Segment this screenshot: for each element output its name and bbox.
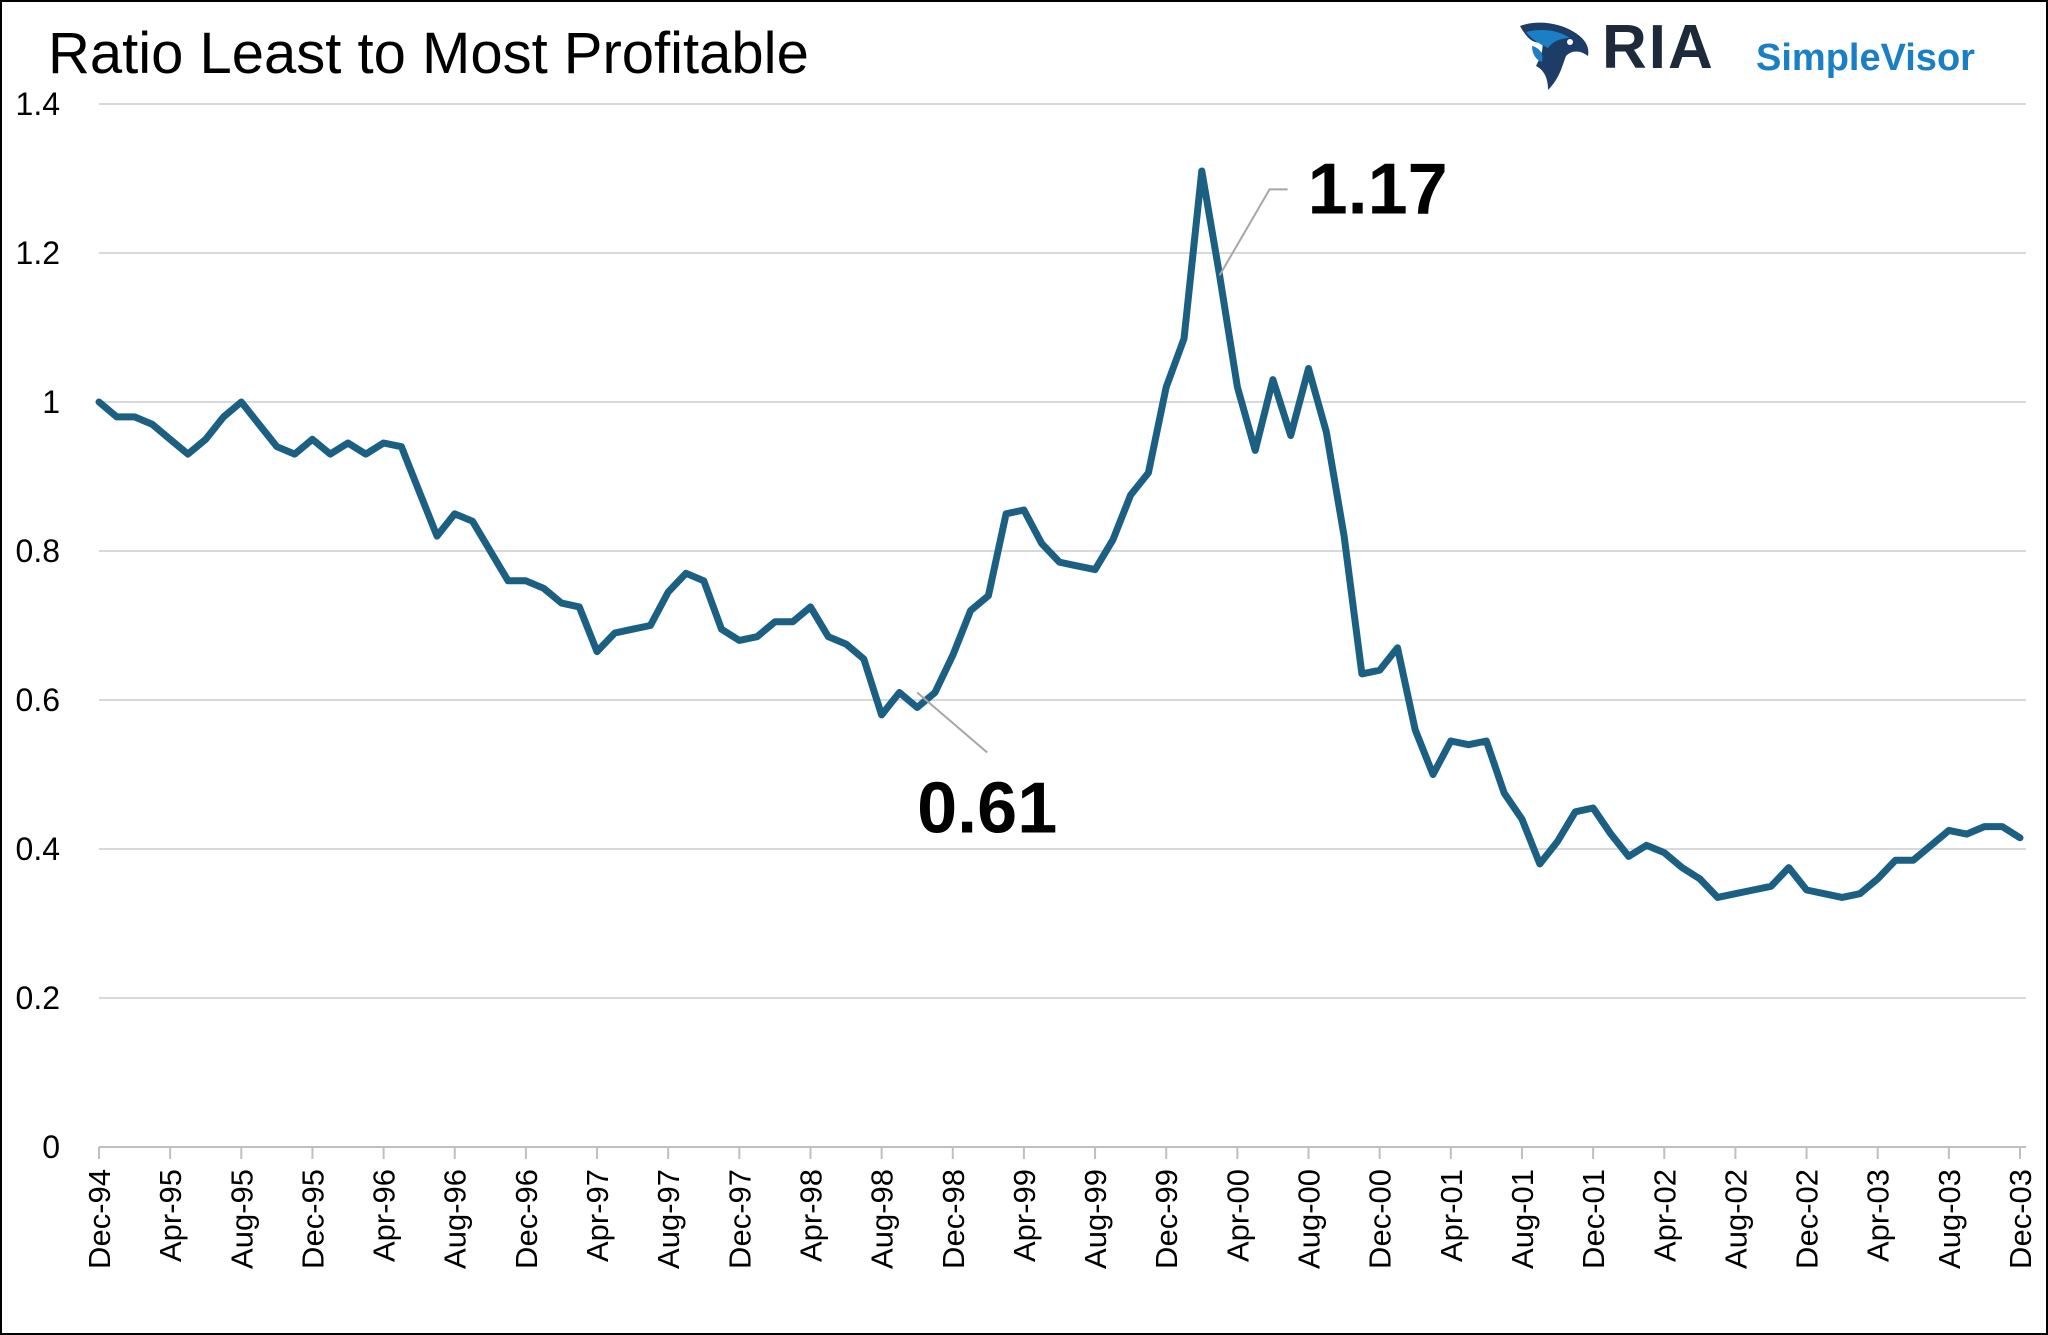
x-tick-label: Apr-96 [367, 1169, 402, 1262]
x-tick-label: Apr-99 [1007, 1169, 1042, 1262]
eagle-head-icon [1520, 22, 1589, 90]
x-tick-label: Dec-01 [1576, 1169, 1611, 1269]
series-line [95, 167, 2024, 901]
x-tick-label: Aug-00 [1292, 1169, 1327, 1269]
x-tick-label: Apr-01 [1434, 1169, 1469, 1262]
x-tick-label: Dec-03 [2003, 1169, 2038, 1269]
x-tick-label: Aug-96 [438, 1169, 473, 1269]
x-tick-label: Apr-98 [793, 1169, 828, 1262]
x-tick-label: Dec-97 [722, 1169, 757, 1269]
x-tick-label: Dec-94 [82, 1169, 117, 1269]
y-tick-label: 0.8 [16, 533, 60, 569]
ria-simplevisor-logo: RIA SimpleVisor [1514, 13, 2014, 96]
callout-leader-line [1218, 188, 1288, 276]
chart-title: Ratio Least to Most Profitable [48, 21, 809, 86]
x-tick-label: Aug-98 [865, 1169, 900, 1269]
y-tick-label: 0.2 [16, 980, 60, 1016]
x-tick-label: Dec-95 [295, 1169, 330, 1269]
x-tick-label: Dec-96 [509, 1169, 544, 1269]
y-tick-label: 0 [42, 1129, 60, 1165]
gridlines [99, 103, 2026, 999]
x-tick-label: Apr-02 [1647, 1169, 1682, 1262]
x-tick-label: Aug-03 [1932, 1169, 1967, 1269]
x-tick-label: Dec-99 [1149, 1169, 1184, 1269]
y-tick-label: 1.4 [16, 86, 60, 122]
x-axis-ticks: Dec-94 Apr-95 Aug-95 Dec-95 Apr-96 Aug-96 Dec-… [82, 1147, 2038, 1269]
logo-ria-text: RIA [1602, 13, 1715, 82]
x-tick-label: Aug-99 [1078, 1169, 1113, 1269]
series-layer [95, 167, 2024, 901]
x-tick-label: Dec-02 [1790, 1169, 1825, 1269]
y-tick-label: 0.6 [16, 682, 60, 718]
x-tick-label: Aug-01 [1505, 1169, 1540, 1269]
logo-simplevisor-text: SimpleVisor [1756, 37, 1975, 79]
x-tick-label: Apr-97 [580, 1169, 615, 1262]
x-tick-label: Apr-95 [153, 1169, 188, 1262]
callout-leader-line [916, 691, 988, 754]
y-tick-label: 0.4 [16, 831, 60, 867]
y-axis-ticks: 0 0.2 0.4 0.6 0.8 1 1.2 1.4 [16, 86, 60, 1165]
y-tick-label: 1 [42, 384, 60, 420]
x-tick-label: Aug-95 [224, 1169, 259, 1269]
x-tick-label: Dec-00 [1363, 1169, 1398, 1269]
x-tick-label: Apr-00 [1220, 1169, 1255, 1262]
x-tick-label: Dec-98 [936, 1169, 971, 1269]
x-tick-label: Aug-97 [651, 1169, 686, 1269]
callout-high-label: 1.17 [1308, 149, 1448, 229]
x-tick-label: Apr-03 [1861, 1169, 1896, 1262]
callout-low-label: 0.61 [917, 769, 1057, 849]
annotations-layer: 0.61 1.17 [916, 149, 1448, 849]
x-tick-label: Aug-02 [1718, 1169, 1753, 1269]
y-tick-label: 1.2 [16, 235, 60, 271]
